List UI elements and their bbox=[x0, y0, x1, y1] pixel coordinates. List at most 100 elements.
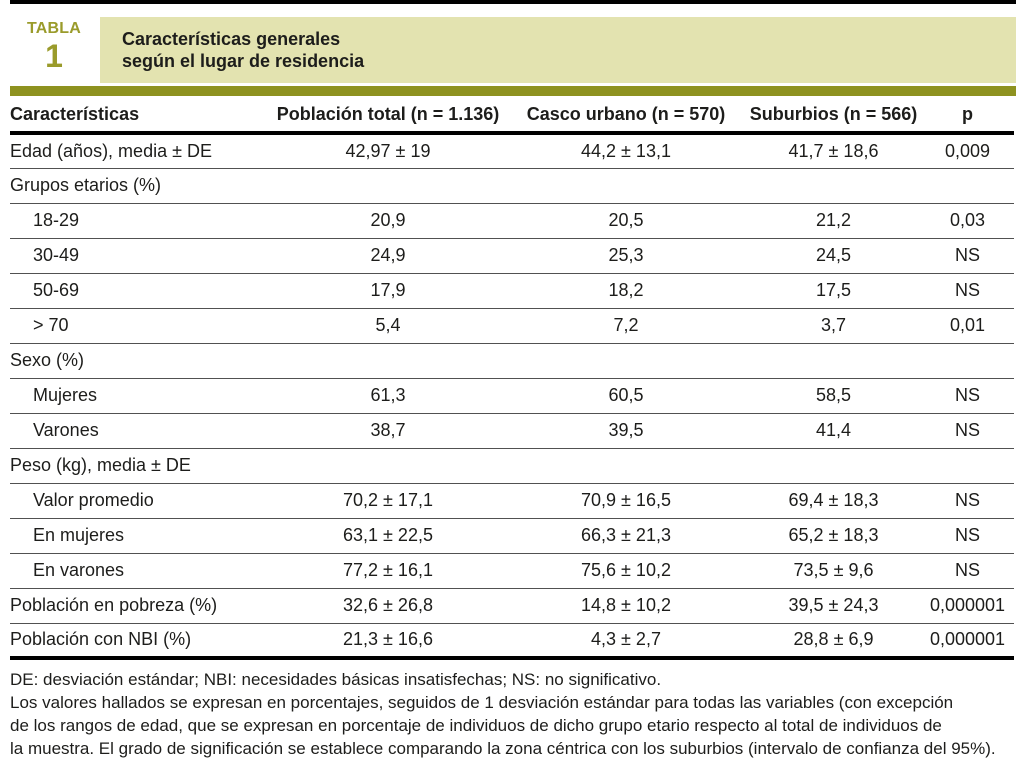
col-header-casco-urbano: Casco urbano (n = 570) bbox=[526, 103, 726, 124]
value-p: 0,009 bbox=[944, 140, 991, 161]
value-suburbios: 28,8 ± 6,9 bbox=[793, 629, 874, 650]
table-row: Sexo (%) bbox=[10, 343, 1014, 378]
table-row: En mujeres 63,1 ± 22,5 66,3 ± 21,3 65,2 … bbox=[10, 518, 1014, 553]
value-poblacion-total: 21,3 ± 16,6 bbox=[343, 629, 433, 650]
row-label: Mujeres bbox=[33, 385, 98, 405]
value-poblacion-total: 70,2 ± 17,1 bbox=[343, 490, 433, 510]
value-poblacion-total: 5,4 bbox=[375, 315, 401, 335]
value-suburbios: 58,5 bbox=[815, 385, 852, 405]
value-casco-urbano bbox=[506, 343, 746, 378]
value-p: 0,01 bbox=[949, 315, 986, 335]
value-suburbios: 41,4 bbox=[815, 420, 852, 440]
value-casco-urbano bbox=[506, 168, 746, 203]
value-p: 0,000001 bbox=[929, 629, 1006, 650]
value-poblacion-total: 63,1 ± 22,5 bbox=[343, 525, 433, 545]
value-poblacion-total bbox=[270, 343, 506, 378]
value-poblacion-total: 77,2 ± 16,1 bbox=[343, 560, 433, 580]
table-label: TABLA 1 bbox=[10, 20, 98, 72]
value-suburbios: 24,5 bbox=[815, 245, 852, 265]
value-poblacion-total: 61,3 bbox=[370, 385, 406, 405]
row-label: Peso (kg), media ± DE bbox=[10, 455, 191, 475]
row-label: En mujeres bbox=[33, 525, 125, 545]
value-suburbios: 39,5 ± 24,3 bbox=[788, 595, 879, 615]
value-casco-urbano: 39,5 bbox=[608, 420, 644, 440]
col-header-poblacion-total: Población total (n = 1.136) bbox=[276, 103, 500, 124]
value-suburbios bbox=[746, 168, 921, 203]
value-casco-urbano: 66,3 ± 21,3 bbox=[581, 525, 671, 545]
value-casco-urbano: 70,9 ± 16,5 bbox=[581, 490, 671, 510]
value-suburbios: 41,7 ± 18,6 bbox=[788, 140, 879, 161]
col-header-p: p bbox=[962, 103, 973, 124]
footnote-line: de los rangos de edad, que se expresan e… bbox=[10, 716, 942, 735]
value-suburbios: 17,5 bbox=[815, 280, 852, 300]
value-poblacion-total: 17,9 bbox=[370, 280, 406, 300]
value-casco-urbano: 20,5 bbox=[608, 210, 644, 230]
value-casco-urbano: 75,6 ± 10,2 bbox=[581, 560, 671, 580]
value-suburbios: 73,5 ± 9,6 bbox=[793, 560, 874, 580]
table-title-line2: según el lugar de residencia bbox=[122, 51, 365, 71]
table-row: 30-49 24,9 25,3 24,5 NS bbox=[10, 238, 1014, 273]
row-label: Varones bbox=[33, 420, 99, 440]
value-casco-urbano: 25,3 bbox=[608, 245, 644, 265]
top-rule bbox=[10, 0, 1016, 4]
value-suburbios: 3,7 bbox=[820, 315, 847, 335]
table-label-tag: TABLA bbox=[26, 20, 82, 37]
value-poblacion-total bbox=[270, 448, 506, 483]
value-casco-urbano: 14,8 ± 10,2 bbox=[581, 595, 671, 615]
value-p: NS bbox=[954, 560, 980, 580]
row-label: Población en pobreza (%) bbox=[10, 595, 218, 615]
col-header-caracteristicas: Características bbox=[10, 103, 140, 124]
footnotes: DE: desviación estándar; NBI: necesidade… bbox=[10, 668, 1016, 760]
row-label: Edad (años), media ± DE bbox=[10, 140, 212, 161]
footnote-line: la muestra. El grado de significación se… bbox=[10, 739, 996, 758]
value-poblacion-total: 20,9 bbox=[370, 210, 406, 230]
header-row: Características Población total (n = 1.1… bbox=[10, 97, 1014, 133]
col-header-suburbios: Suburbios (n = 566) bbox=[749, 103, 918, 124]
value-casco-urbano: 7,2 bbox=[613, 315, 639, 335]
value-p: NS bbox=[954, 490, 980, 510]
row-label: 30-49 bbox=[33, 245, 80, 265]
table-row: Población en pobreza (%) 32,6 ± 26,8 14,… bbox=[10, 588, 1014, 623]
value-p: NS bbox=[954, 525, 980, 545]
value-p: 0,000001 bbox=[929, 595, 1006, 615]
value-poblacion-total: 42,97 ± 19 bbox=[345, 140, 431, 161]
value-poblacion-total: 24,9 bbox=[370, 245, 406, 265]
value-casco-urbano: 4,3 ± 2,7 bbox=[591, 629, 661, 650]
row-label: > 70 bbox=[33, 315, 69, 335]
value-p bbox=[921, 343, 1014, 378]
value-casco-urbano: 18,2 bbox=[608, 280, 644, 300]
value-p: NS bbox=[954, 385, 980, 405]
table-row: Valor promedio 70,2 ± 17,1 70,9 ± 16,5 6… bbox=[10, 483, 1014, 518]
footnote-line: DE: desviación estándar; NBI: necesidade… bbox=[10, 670, 662, 689]
row-label: En varones bbox=[33, 560, 125, 580]
table-title-line1: Características generales bbox=[122, 29, 341, 49]
value-suburbios: 65,2 ± 18,3 bbox=[788, 525, 879, 545]
value-casco-urbano: 60,5 bbox=[608, 385, 644, 405]
footnote-line: Los valores hallados se expresan en porc… bbox=[10, 693, 954, 712]
row-label: 18-29 bbox=[33, 210, 80, 230]
table-row: 18-29 20,9 20,5 21,2 0,03 bbox=[10, 203, 1014, 238]
value-suburbios: 21,2 bbox=[815, 210, 852, 230]
value-suburbios bbox=[746, 448, 921, 483]
row-label: Grupos etarios (%) bbox=[10, 175, 162, 195]
value-p: 0,03 bbox=[949, 210, 986, 230]
table-row: > 70 5,4 7,2 3,7 0,01 bbox=[10, 308, 1014, 343]
table-row: Varones 38,7 39,5 41,4 NS bbox=[10, 413, 1014, 448]
table-row: Grupos etarios (%) bbox=[10, 168, 1014, 203]
table-row: En varones 77,2 ± 16,1 75,6 ± 10,2 73,5 … bbox=[10, 553, 1014, 588]
row-label: Valor promedio bbox=[33, 490, 154, 510]
table-title-box: Características generales según el lugar… bbox=[100, 17, 1016, 83]
table-row: Peso (kg), media ± DE bbox=[10, 448, 1014, 483]
value-p: NS bbox=[954, 420, 980, 440]
value-poblacion-total: 38,7 bbox=[370, 420, 406, 440]
table-row: 50-69 17,9 18,2 17,5 NS bbox=[10, 273, 1014, 308]
table-row: Población con NBI (%) 21,3 ± 16,6 4,3 ± … bbox=[10, 623, 1014, 658]
value-p: NS bbox=[954, 245, 980, 265]
value-poblacion-total bbox=[270, 168, 506, 203]
row-label: 50-69 bbox=[33, 280, 80, 300]
table-label-number: 1 bbox=[45, 38, 63, 74]
characteristics-table: Características Población total (n = 1.1… bbox=[10, 97, 1014, 660]
value-p: NS bbox=[954, 280, 980, 300]
accent-rule bbox=[10, 86, 1016, 96]
